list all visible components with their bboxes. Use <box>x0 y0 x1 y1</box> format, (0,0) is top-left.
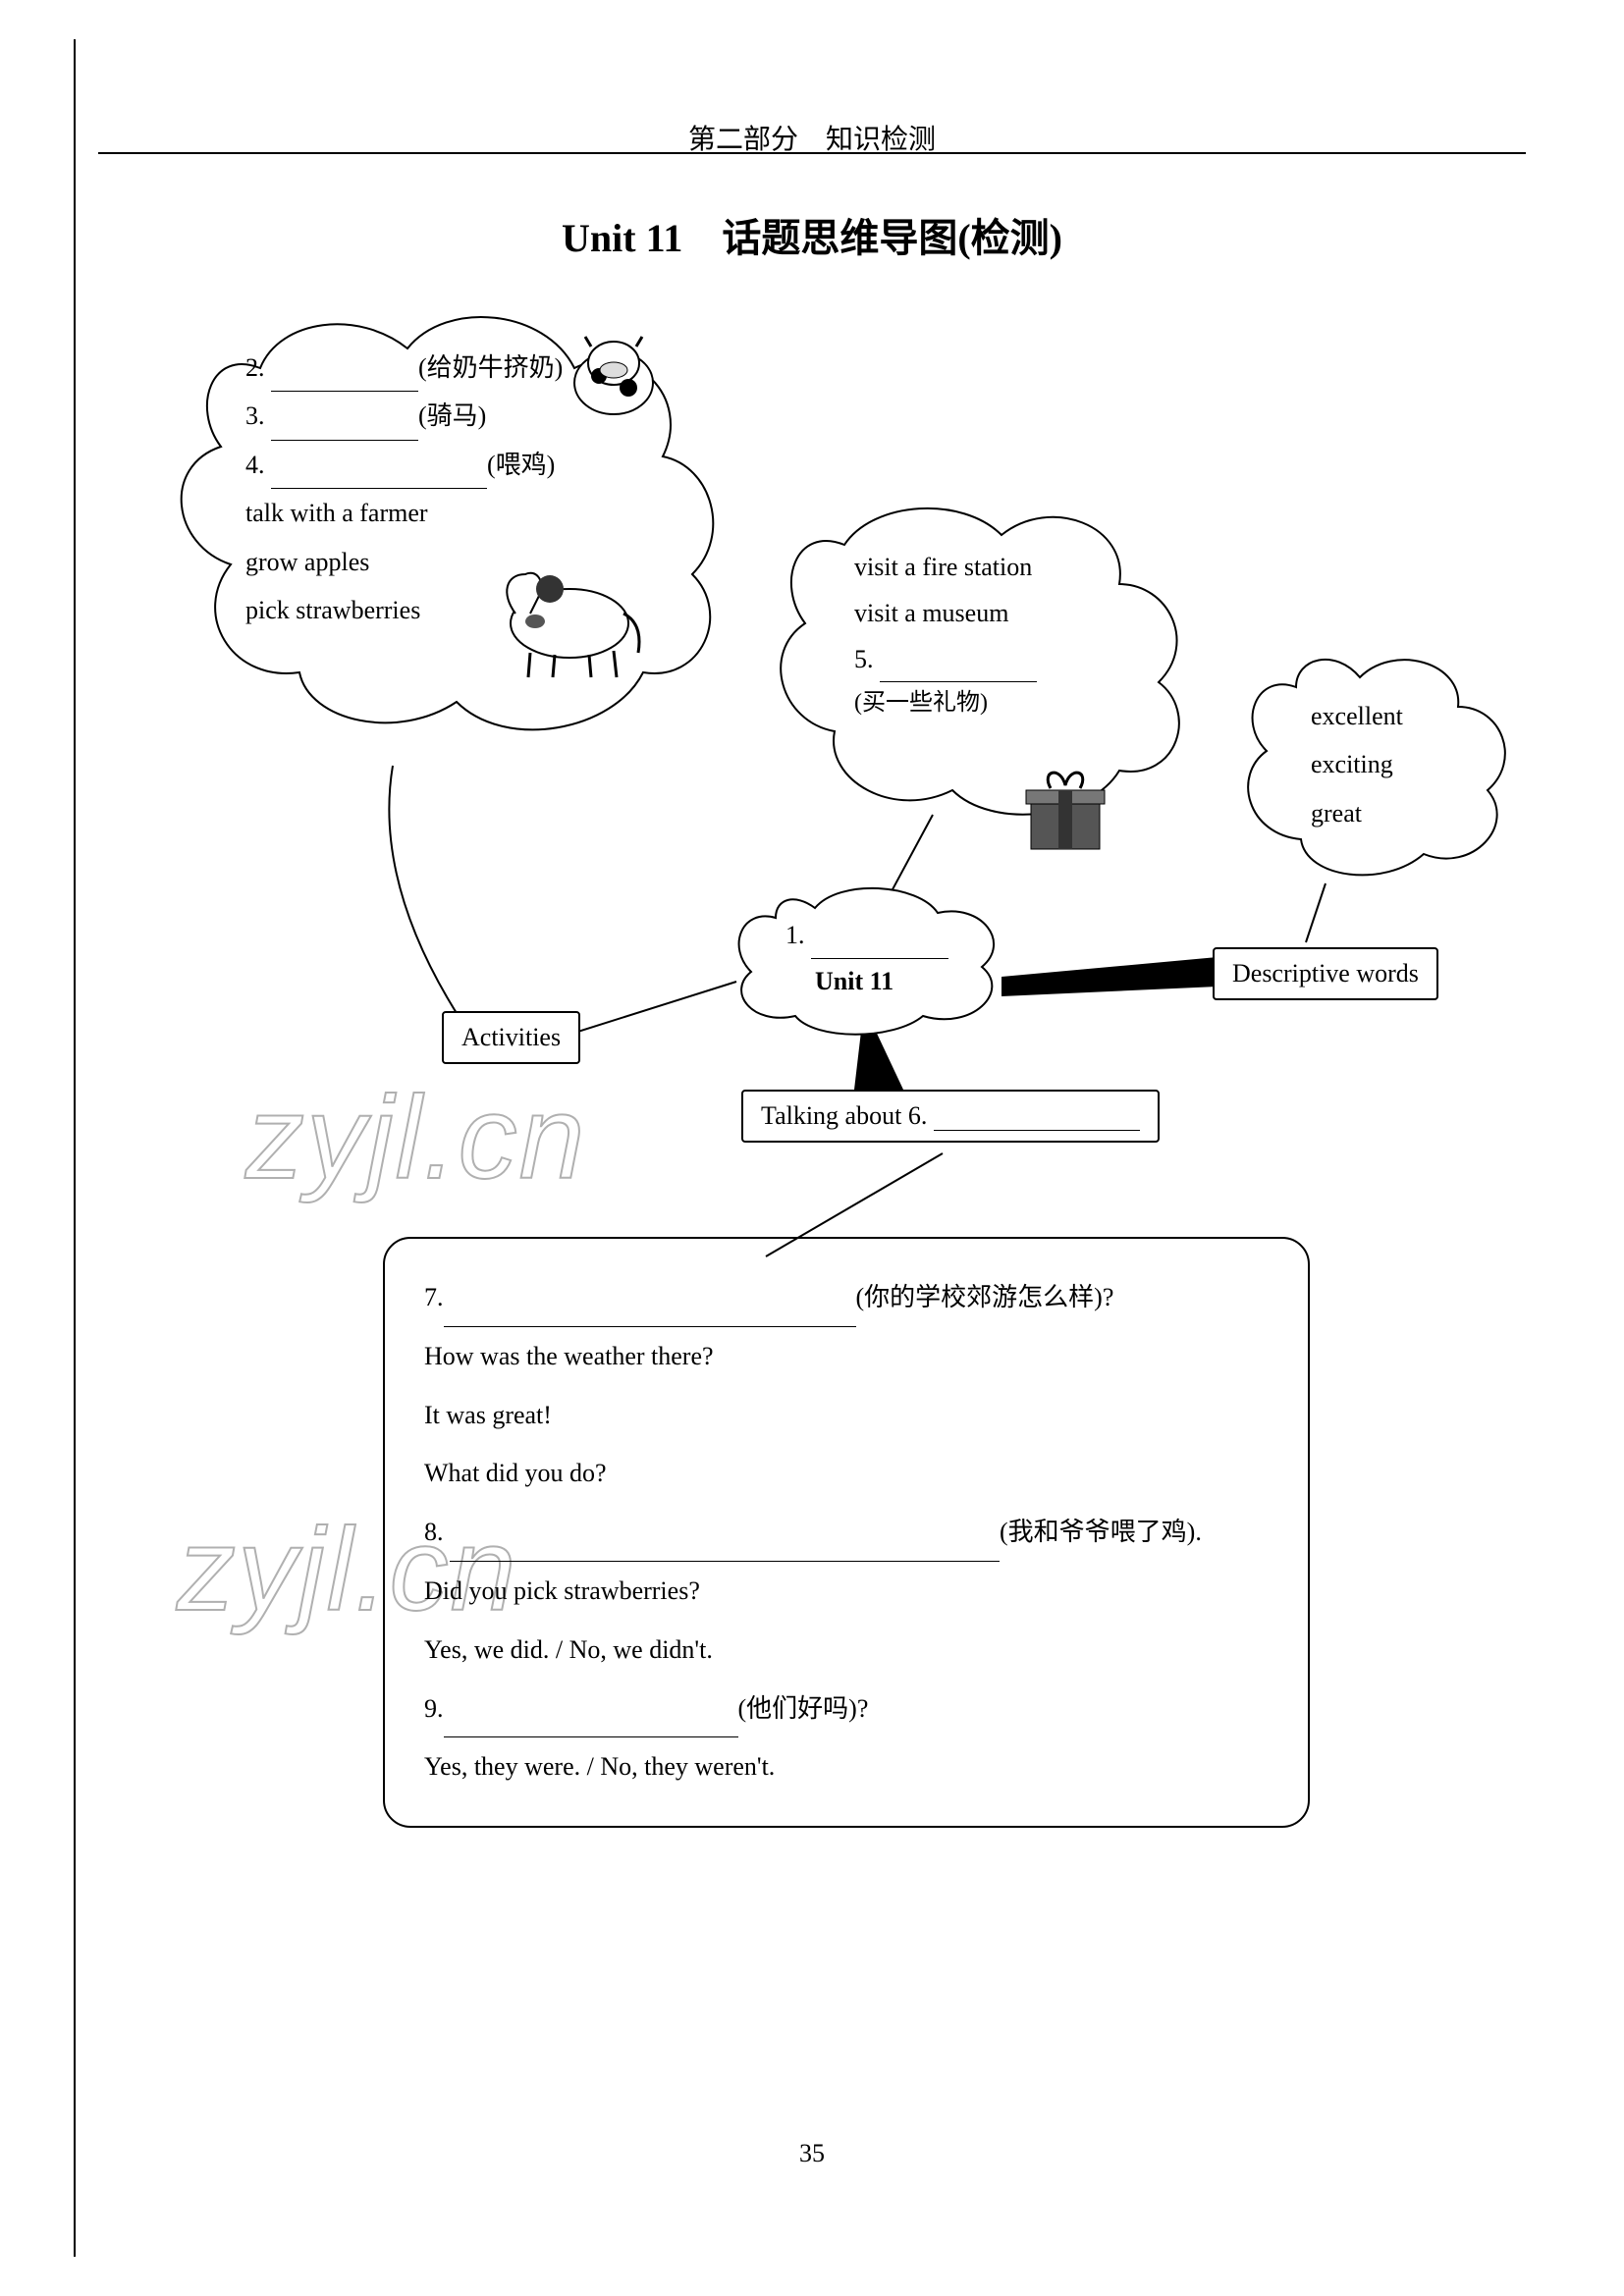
cloud-center: 1. Unit 11 <box>785 913 1001 1005</box>
cloud-words: excellent exciting great <box>1311 692 1488 837</box>
visit-hint: (买一些礼物) <box>854 682 1168 724</box>
center-blank: 1. <box>785 913 1001 959</box>
page-title: Unit 11 话题思维导图(检测) <box>0 206 1624 263</box>
visit-item: visit a fire station <box>854 545 1168 591</box>
activity-item: talk with a farmer <box>245 489 697 537</box>
activity-item: 4. (喂鸡) <box>245 441 697 489</box>
page-number: 35 <box>0 2139 1624 2168</box>
descriptive-box: Descriptive words <box>1213 947 1438 1000</box>
word-item: great <box>1311 789 1488 837</box>
dialog-line: Yes, they were. / No, they weren't. <box>424 1737 1269 1796</box>
gift-icon <box>1011 761 1119 859</box>
dialog-line: Did you pick strawberries? <box>424 1562 1269 1621</box>
dialog-box: 7.(你的学校郊游怎么样)? How was the weather there… <box>383 1237 1310 1828</box>
section-header: 第二部分 知识检测 <box>0 118 1624 157</box>
watermark: zyjl.cn <box>245 1070 586 1205</box>
dialog-line: 7.(你的学校郊游怎么样)? <box>424 1268 1269 1327</box>
dialog-line: 9.(他们好吗)? <box>424 1680 1269 1738</box>
dialog-line: How was the weather there? <box>424 1327 1269 1386</box>
word-item: excellent <box>1311 692 1488 740</box>
cow-icon <box>560 329 668 427</box>
word-item: exciting <box>1311 740 1488 788</box>
dialog-line: It was great! <box>424 1386 1269 1445</box>
cloud-visit: visit a fire station visit a museum 5. (… <box>854 545 1168 725</box>
unit-label: Unit 11 <box>815 959 1001 1005</box>
talking-box: Talking about 6. <box>741 1090 1160 1143</box>
visit-item: visit a museum <box>854 591 1168 637</box>
visit-item: 5. <box>854 637 1168 683</box>
activities-box: Activities <box>442 1011 580 1064</box>
dialog-line: What did you do? <box>424 1444 1269 1503</box>
horse-icon <box>461 545 658 692</box>
dialog-line: 8. (我和爷爷喂了鸡). <box>424 1503 1269 1562</box>
dialog-line: Yes, we did. / No, we didn't. <box>424 1621 1269 1680</box>
